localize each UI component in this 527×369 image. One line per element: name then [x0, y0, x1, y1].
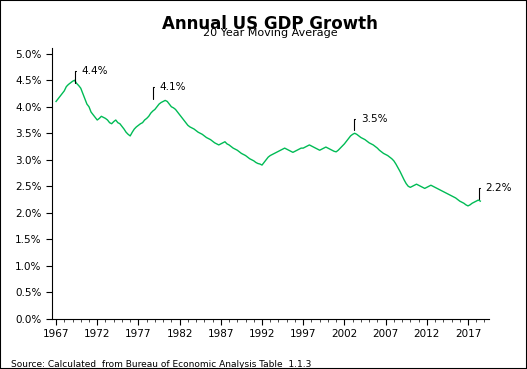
- Text: 2.2%: 2.2%: [479, 183, 512, 199]
- Title: Annual US GDP Growth: Annual US GDP Growth: [162, 15, 378, 33]
- Text: 20 Year Moving Average: 20 Year Moving Average: [203, 28, 338, 38]
- Text: Source: Calculated  from Bureau of Economic Analysis Table  1.1.3: Source: Calculated from Bureau of Econom…: [11, 360, 311, 369]
- Text: 4.1%: 4.1%: [153, 82, 187, 99]
- Text: 3.5%: 3.5%: [354, 114, 387, 131]
- Text: 4.4%: 4.4%: [75, 66, 108, 83]
